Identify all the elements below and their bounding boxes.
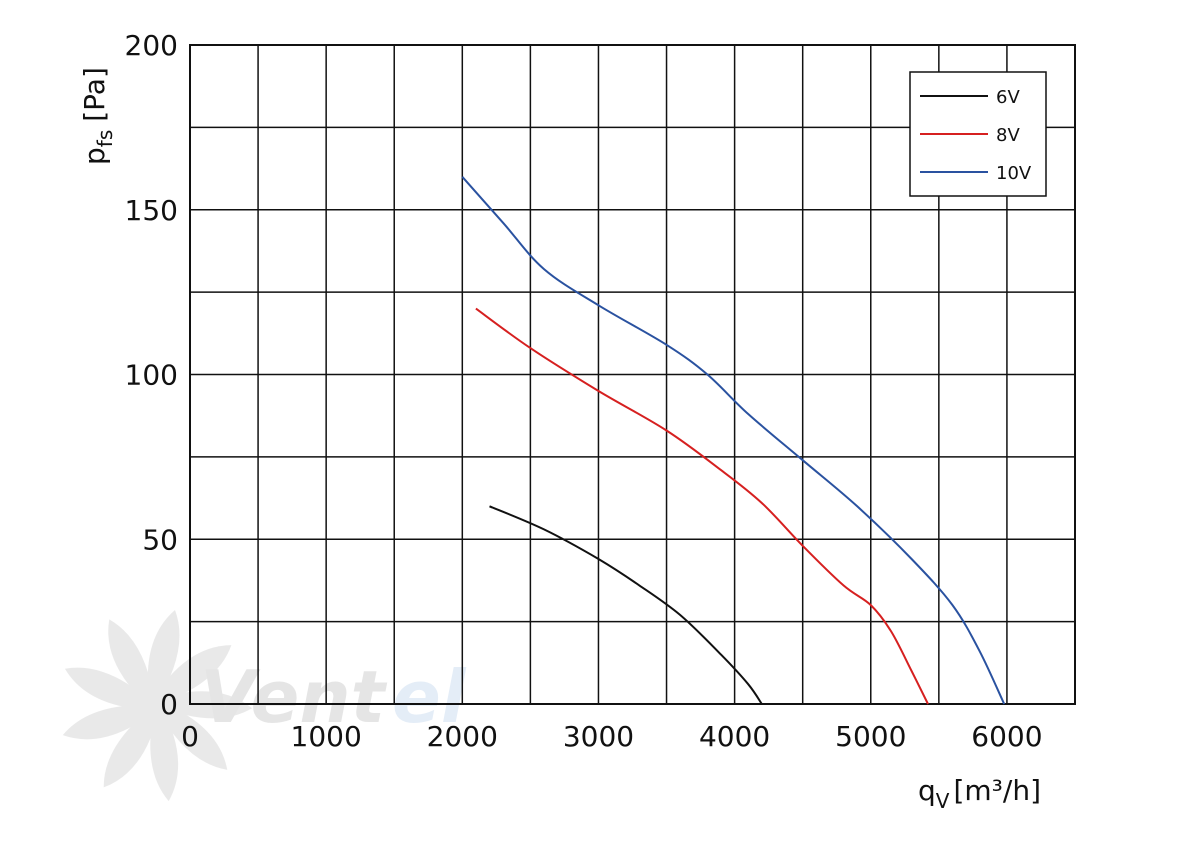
fan-blade [150,703,179,802]
fan-blade [151,645,232,705]
legend-label: 6V [996,87,1020,108]
series-group [461,176,1006,705]
series-line-8V [475,307,929,705]
x-tick-label: 0 [181,720,199,753]
legend: 6V 8V 10V [909,71,1047,197]
x-tick-label: 3000 [563,720,634,753]
legend-label: 10V [996,163,1032,184]
x-tick-label: 4000 [699,720,770,753]
y-tick-label: 200 [125,29,178,62]
x-tick-label: 2000 [427,720,498,753]
series-line-6V [489,505,763,705]
y-tick-label: 0 [160,688,178,721]
y-tick-label: 50 [142,523,178,556]
fan-blade [147,610,180,705]
x-tick-label: 6000 [971,720,1042,753]
fan-blade [108,619,155,709]
fan-blade [103,705,160,788]
series-line-10V [461,176,1006,705]
y-axis-label-text: pfs[Pa] [78,67,117,165]
fan-blade [62,704,158,740]
x-tick-label: 5000 [835,720,906,753]
legend-label: 8V [996,125,1020,146]
watermark-text-accent: el [392,655,467,739]
fan-blade [64,667,155,710]
fan-blade [155,700,228,770]
x-axis-label-text: qV [m³/h] [918,774,1041,813]
watermark-logo: Vent el [62,610,467,802]
x-axis-label: qV [m³/h] [918,774,1041,813]
x-axis-ticks: 0 1000 2000 3000 4000 5000 6000 [181,720,1042,753]
watermark-text-primary: Vent [200,655,388,739]
plot-frame [189,44,1076,705]
x-tick-label: 1000 [291,720,362,753]
y-axis-label: pfs[Pa] [78,67,117,165]
y-tick-label: 100 [125,359,178,392]
y-axis-ticks: 0 50 100 150 200 [125,29,178,721]
y-tick-label: 150 [125,194,178,227]
